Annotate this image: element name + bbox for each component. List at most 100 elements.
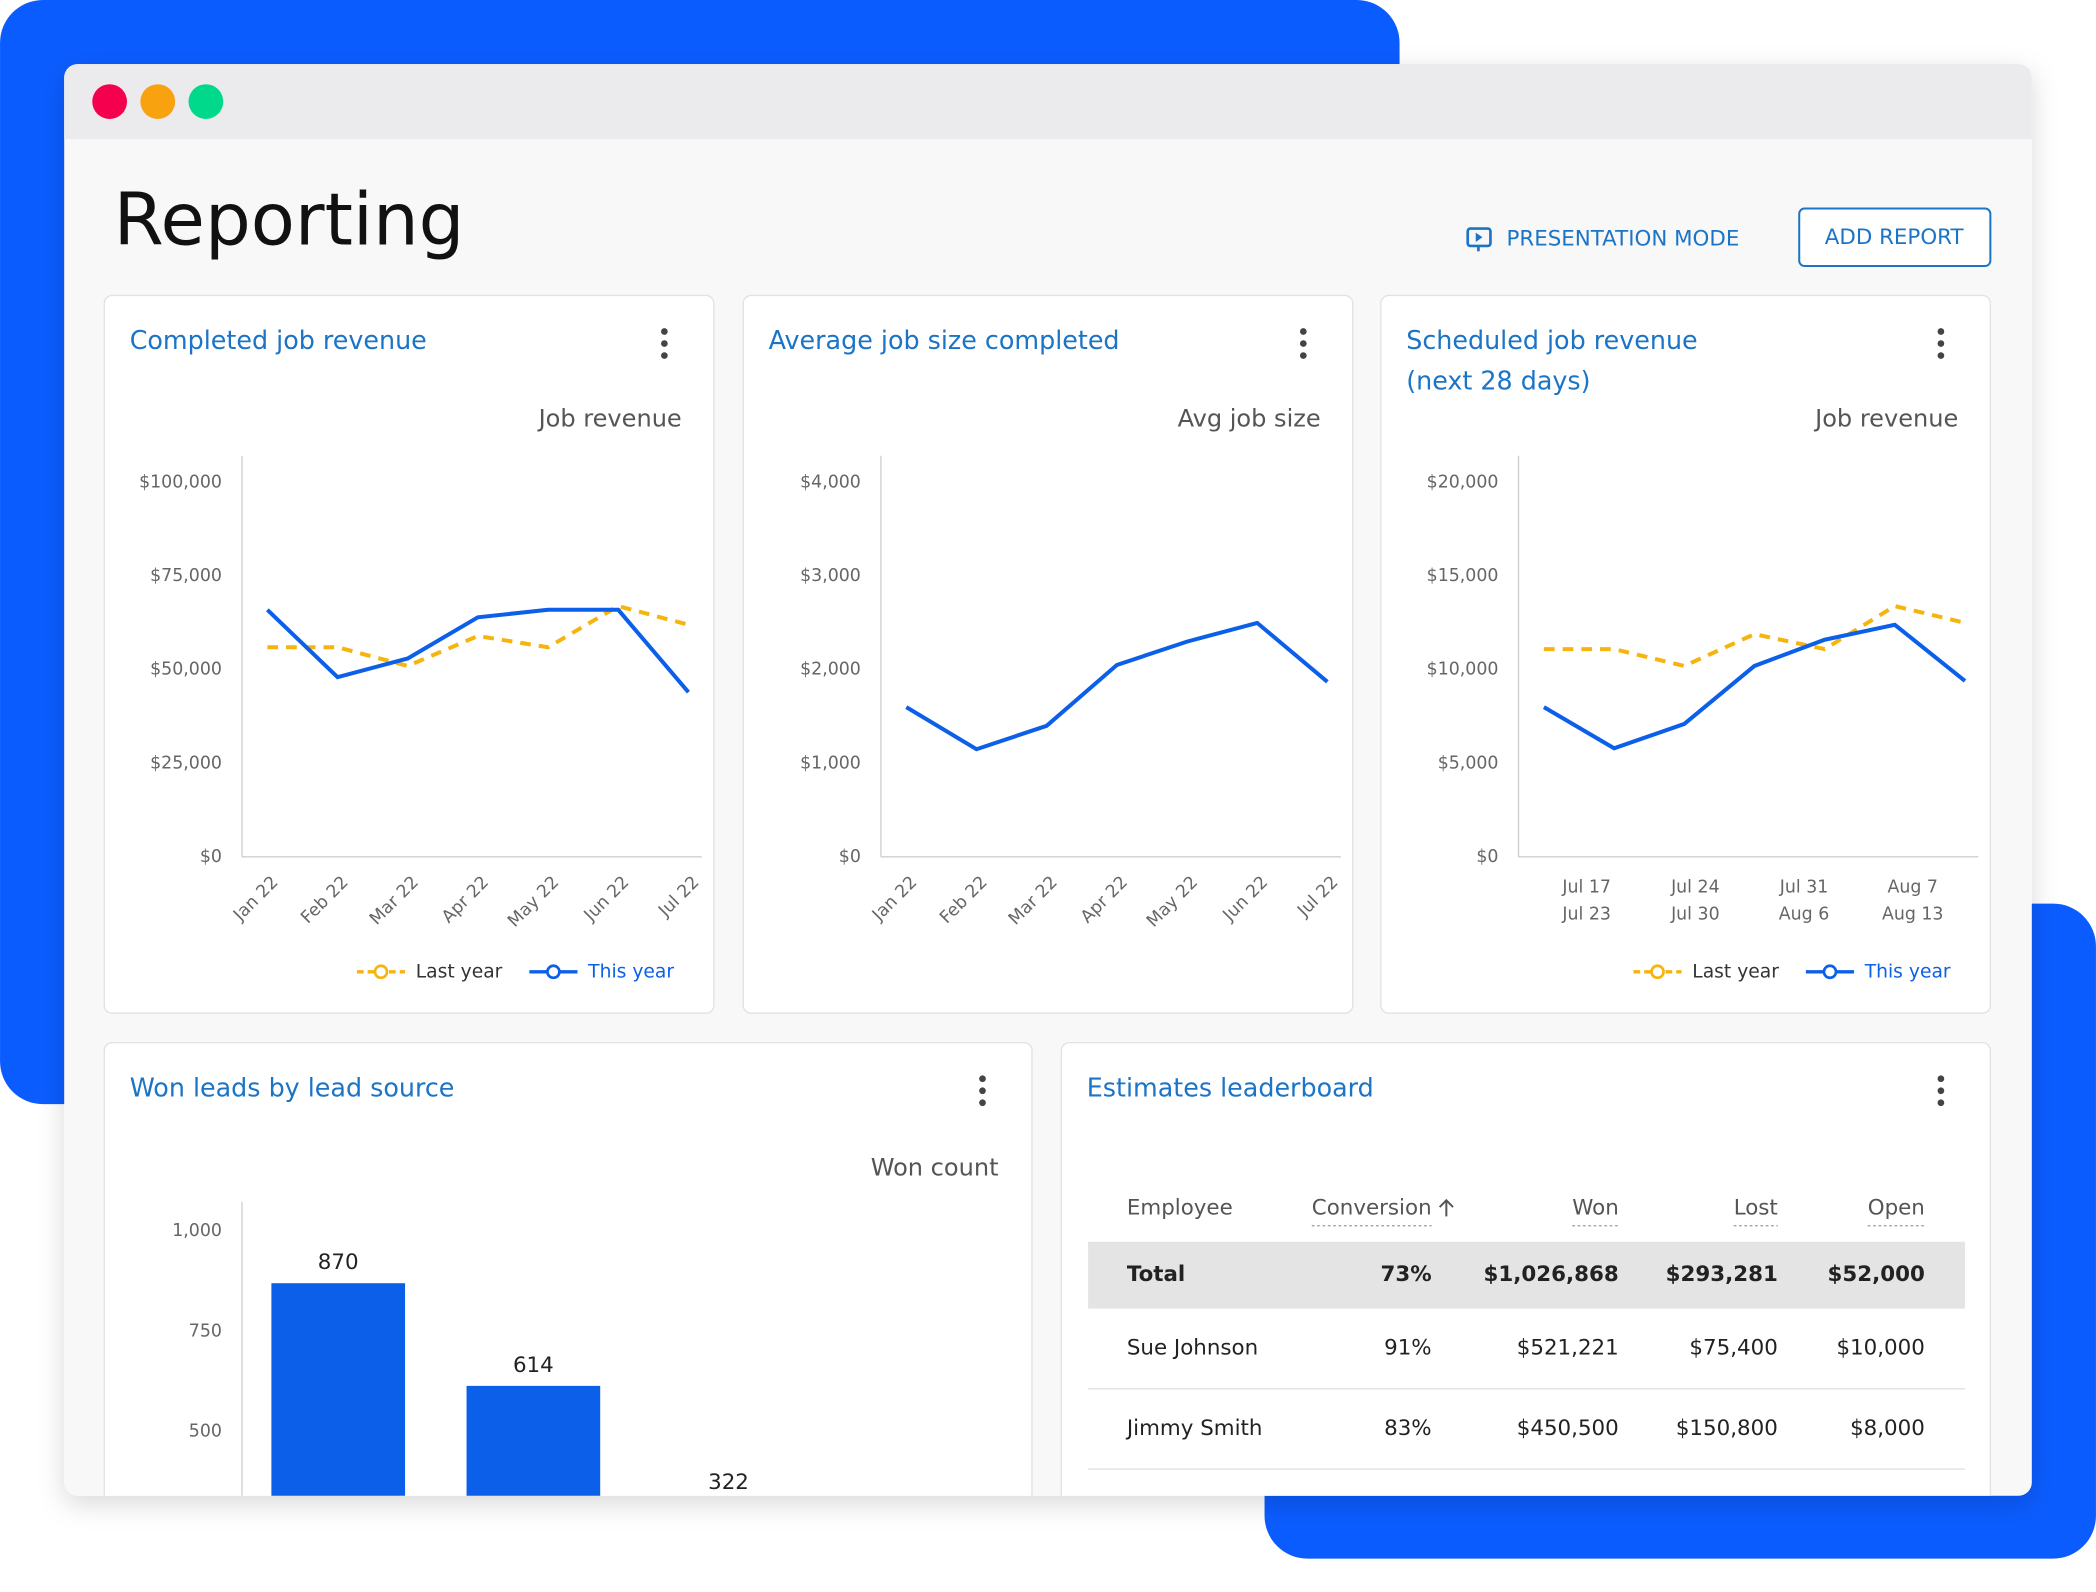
card-title: (next 28 days) (1406, 365, 1590, 395)
table-cell: Jimmy Smith (1125, 1416, 1263, 1441)
table-cell: $10,000 (1836, 1336, 1924, 1361)
table-cell: Sue Johnson (1127, 1336, 1258, 1361)
card-menu[interactable] (1937, 1075, 1945, 1107)
card-menu[interactable] (1299, 328, 1307, 359)
x-tick-label: Jul 30 (1670, 904, 1720, 924)
x-tick-label: Jul 31 (1779, 878, 1829, 898)
bar (857, 1535, 991, 1592)
y-tick-label: $25,000 (150, 753, 222, 773)
y-tick-label: $2,000 (800, 660, 861, 680)
add-report-button[interactable]: ADD REPORT (1798, 207, 1992, 268)
card-menu[interactable] (1937, 328, 1945, 359)
title-bar (64, 64, 2032, 140)
table-cell: $8,000 (1850, 1416, 1925, 1441)
y-tick-label: $0 (1476, 847, 1498, 867)
card-title: Completed job revenue (130, 325, 427, 355)
y-tick-label: $0 (200, 847, 222, 867)
table-cell: Total (1127, 1262, 1185, 1287)
legend-marker (1650, 964, 1665, 980)
menu-dot (1299, 328, 1307, 335)
x-tick-label: Jul 24 (1670, 878, 1720, 898)
y-tick-label: $10,000 (1427, 660, 1499, 680)
bar-value-label: 614 (513, 1353, 554, 1378)
y-tick-label: $3,000 (800, 566, 861, 586)
y-tick-label: $100,000 (139, 473, 222, 493)
card-menu[interactable] (979, 1075, 986, 1107)
menu-dot (661, 340, 668, 347)
column-header[interactable]: Won (1572, 1195, 1619, 1220)
menu-dot (979, 1087, 986, 1095)
page-title: Reporting (114, 179, 465, 263)
table-cell: $52,000 (1828, 1262, 1925, 1287)
card (1380, 294, 1992, 1014)
menu-dot (1937, 340, 1945, 347)
card-title: Won leads by lead source (130, 1072, 455, 1102)
button-label: PRESENTATION MODE (1506, 226, 1739, 251)
y-tick-label: $5,000 (1438, 753, 1499, 773)
total-row (1088, 1241, 1965, 1309)
column-header[interactable]: Lost (1734, 1195, 1778, 1220)
y-axis-label: Job revenue (1813, 405, 1958, 433)
y-tick-label: $15,000 (1427, 566, 1499, 586)
menu-dot (1299, 340, 1307, 347)
y-tick-label: 1,000 (172, 1221, 222, 1241)
y-tick-label: $75,000 (150, 566, 222, 586)
y-tick-label: 500 (189, 1422, 222, 1442)
card-menu[interactable] (661, 328, 668, 359)
x-tick-label: Jul 23 (1561, 904, 1611, 924)
sort-arrow (1438, 1198, 1454, 1217)
legend-marker (373, 964, 389, 980)
x-tick-label: Aug 6 (1779, 904, 1829, 924)
bar-value-label: 322 (708, 1470, 749, 1495)
y-tick-label: $4,000 (800, 473, 861, 493)
x-tick-label: Aug 13 (1882, 904, 1944, 924)
dashboard: Completed job revenue Job revenue $0 $25,00… (103, 294, 1992, 1592)
menu-dot (1937, 1099, 1945, 1107)
y-tick-label: $20,000 (1427, 473, 1499, 493)
menu-dot (661, 352, 668, 359)
table-cell: $1,026,868 (1484, 1262, 1619, 1287)
legend-marker (546, 964, 561, 980)
menu-dot (1299, 352, 1307, 359)
table-cell: $521,221 (1517, 1336, 1619, 1361)
y-tick-label: $0 (839, 847, 861, 867)
menu-dot (1937, 352, 1945, 359)
menu-dot (661, 328, 668, 335)
series-line (1542, 622, 1967, 751)
table-cell: $450,500 (1517, 1416, 1619, 1441)
close-button[interactable] (92, 84, 128, 119)
menu-dot (979, 1075, 986, 1083)
y-tick-label: $50,000 (150, 660, 222, 680)
card (103, 1041, 1033, 1496)
bar (271, 1283, 406, 1496)
column-header[interactable]: Open (1868, 1195, 1925, 1220)
card (103, 294, 715, 1014)
menu-dot (979, 1099, 986, 1107)
column-header: Employee (1127, 1195, 1233, 1220)
maximize-button[interactable] (188, 84, 224, 119)
series-line (265, 607, 690, 694)
table-cell: 83% (1384, 1416, 1432, 1441)
card-title: Average job size completed (769, 325, 1120, 355)
presentation-mode-button[interactable]: PRESENTATION MODE (1466, 226, 1740, 252)
legend-label: Last year (1692, 961, 1779, 982)
button-label: ADD REPORT (1825, 225, 1965, 250)
card-title: Scheduled job revenue (1406, 325, 1697, 355)
table-cell: $75,400 (1689, 1336, 1777, 1361)
y-tick-label: 750 (189, 1321, 222, 1341)
bar-value-label: 870 (318, 1250, 359, 1275)
table-cell: $150,800 (1676, 1416, 1778, 1441)
y-axis-label: Avg job size (1178, 405, 1321, 433)
table-cell: $293,281 (1666, 1262, 1778, 1287)
column-header[interactable]: Conversion (1312, 1195, 1432, 1220)
y-tick-label: $1,000 (800, 753, 861, 773)
legend-label: This year (1864, 961, 1951, 982)
card (742, 294, 1354, 1014)
legend-label: Last year (416, 961, 503, 982)
legend-label: This year (587, 961, 674, 982)
bar-value-label: 241 (903, 1502, 944, 1527)
minimize-button[interactable] (140, 84, 176, 119)
menu-dot (1937, 1087, 1945, 1095)
